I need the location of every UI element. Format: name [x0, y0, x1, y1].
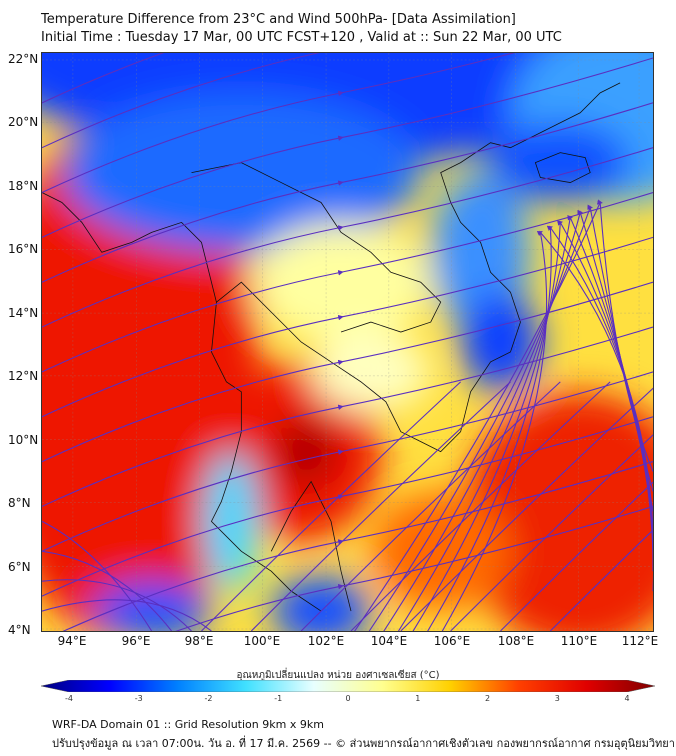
lon-label: 108°E — [497, 634, 535, 648]
streamline — [42, 520, 153, 631]
lon-label: 98°E — [184, 634, 214, 648]
streamline — [201, 381, 462, 631]
lon-label: 100°E — [243, 634, 281, 648]
map-subtitle: Initial Time : Tuesday 17 Mar, 00 UTC FC… — [41, 30, 562, 45]
streamline — [250, 381, 511, 631]
streamline — [42, 550, 173, 631]
streamline — [412, 220, 653, 631]
streamline — [400, 387, 653, 631]
map-title: Temperature Difference from 23°C and Win… — [41, 12, 516, 27]
temperature-field — [42, 53, 653, 631]
streamline — [500, 481, 653, 631]
streamline — [42, 579, 192, 631]
colorbar-label: อุณหภูมิเปลี่ยนแปลง หน่วย องศาเซลเซียส (… — [236, 670, 440, 681]
lon-label: 104°E — [370, 634, 408, 648]
lat-label: 6°N — [8, 560, 31, 574]
lon-label: 96°E — [121, 634, 151, 648]
colorbar-tick: 4 — [624, 694, 630, 703]
colorbar-tick: -4 — [65, 694, 73, 703]
colorbar-tick: -2 — [204, 694, 213, 703]
colorbar-tick: 3 — [554, 694, 560, 703]
lat-label: 18°N — [8, 179, 39, 193]
streamline — [42, 57, 653, 238]
colorbar-tick: 0 — [345, 694, 351, 703]
streamline — [397, 215, 653, 631]
lon-label: 106°E — [433, 634, 471, 648]
streamline — [42, 53, 321, 149]
model-info: WRF-DA Domain 01 :: Grid Resolution 9km … — [52, 718, 324, 731]
streamline — [42, 371, 653, 552]
lat-label: 4°N — [8, 623, 31, 637]
coastlines — [42, 82, 621, 612]
lon-label: 110°E — [560, 634, 598, 648]
wind-streamlines — [42, 53, 653, 631]
streamline — [42, 281, 653, 463]
colorbar-tick: -1 — [274, 694, 283, 703]
lon-label: 94°E — [57, 634, 87, 648]
streamline — [42, 326, 653, 507]
lat-label: 14°N — [8, 306, 39, 320]
lon-label: 112°E — [621, 634, 659, 648]
streamline — [175, 505, 653, 631]
lat-label: 10°N — [8, 433, 39, 447]
colorbar-tick: -3 — [134, 694, 143, 703]
streamline — [42, 236, 653, 418]
lat-label: 20°N — [8, 115, 39, 129]
streamline — [42, 191, 653, 373]
streamline — [42, 147, 653, 328]
lat-label: 22°N — [8, 52, 39, 66]
streamline — [427, 225, 653, 631]
temperature-map — [41, 52, 654, 632]
streamline — [549, 529, 653, 631]
streamline — [350, 381, 611, 631]
streamline — [42, 102, 653, 283]
streamline — [42, 599, 212, 631]
lat-lon-grid — [42, 53, 653, 631]
streamline — [42, 53, 516, 194]
lat-label: 16°N — [8, 242, 39, 256]
streamline — [450, 434, 653, 631]
lat-label: 8°N — [8, 496, 31, 510]
lat-label: 12°N — [8, 369, 39, 383]
colorbar-tick: 2 — [484, 694, 491, 703]
lon-label: 102°E — [307, 634, 345, 648]
update-credit: ปรับปรุงข้อมูล ณ เวลา 07:00น. วัน อ. ที่… — [52, 737, 675, 750]
streamline — [42, 53, 165, 104]
streamline — [300, 381, 561, 631]
streamline — [441, 230, 653, 631]
colorbar — [41, 680, 655, 692]
colorbar-tick: 1 — [415, 694, 421, 703]
streamline — [42, 416, 653, 597]
